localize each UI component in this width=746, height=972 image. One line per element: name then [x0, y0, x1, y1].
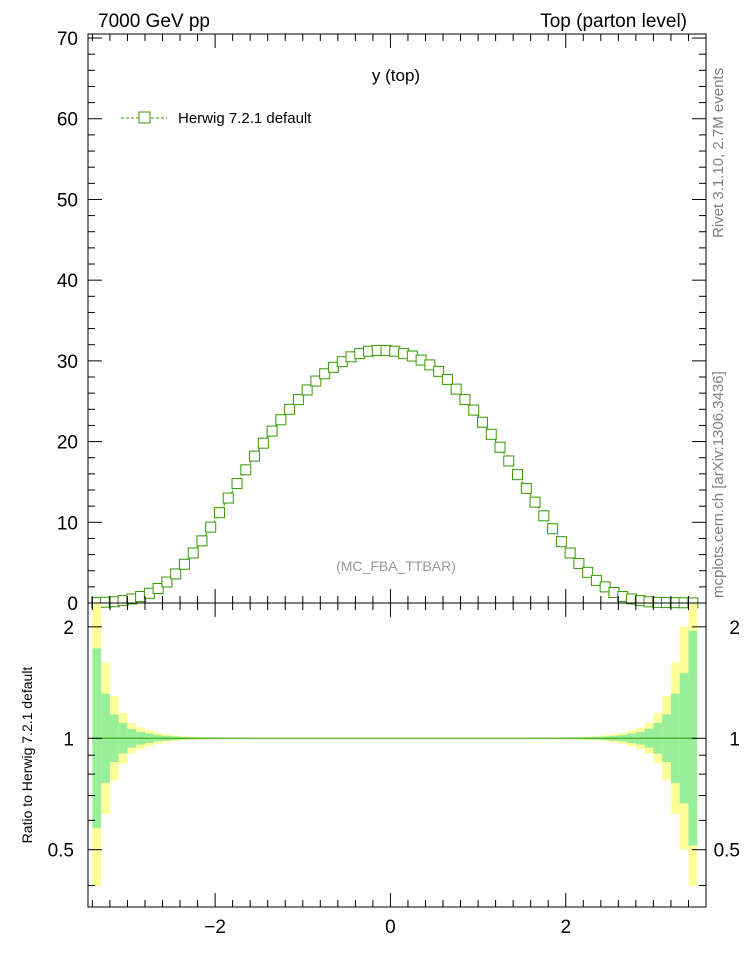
main-y-tick-label: 20	[57, 433, 78, 454]
main-y-tick-label: 0	[67, 594, 78, 615]
rivet-version-label: Rivet 3.1.10, 2.7M events	[710, 68, 727, 238]
data-point-marker	[161, 576, 173, 588]
legend-label: Herwig 7.2.1 default	[178, 110, 312, 127]
data-point-marker	[433, 365, 445, 377]
ratio-y-tick-label-right: 0.5	[714, 841, 740, 862]
header-process-label: Top (parton level)	[540, 11, 687, 32]
data-point-marker	[538, 510, 550, 522]
ratio-y-tick-label-left: 1	[63, 729, 74, 750]
ratio-y-tick-label-right: 1	[729, 729, 740, 750]
x-tick-label: 2	[560, 917, 571, 938]
data-point-marker	[468, 404, 480, 416]
data-point-marker	[301, 384, 313, 396]
data-point-marker	[564, 547, 576, 559]
data-point-marker	[178, 558, 190, 570]
data-point-marker	[503, 455, 515, 467]
data-point-marker	[476, 416, 488, 428]
ratio-y-axis-label: Ratio to Herwig 7.2.1 default	[19, 667, 35, 844]
data-point-marker	[222, 492, 234, 504]
data-point-marker	[275, 414, 287, 426]
x-tick-label: 0	[385, 917, 396, 938]
ratio-axis-ticks	[88, 603, 706, 907]
data-point-marker	[319, 368, 331, 380]
data-point-marker	[599, 581, 611, 593]
source-label: mcplots.cern.ch [arXiv:1306.3436]	[710, 371, 727, 598]
data-point-marker	[582, 566, 594, 578]
data-point-marker	[512, 469, 524, 481]
data-point-marker	[485, 428, 497, 440]
data-point-marker	[547, 523, 559, 535]
data-point-marker	[590, 574, 602, 586]
data-point-marker	[292, 394, 304, 406]
legend-marker-swatch	[138, 111, 151, 124]
main-y-tick-label: 30	[57, 352, 78, 373]
ratio-tick-labels: 0.5 0.5 1 1 2 2 −2 0 2	[48, 618, 740, 938]
main-panel: 0 10 20 30 40 50 60 70 y (top) (MC_FBA_TTBAR) H…	[57, 29, 707, 615]
data-point-marker	[196, 535, 208, 547]
analysis-watermark: (MC_FBA_TTBAR)	[336, 558, 456, 574]
data-point-marker	[231, 478, 243, 490]
data-point-marker	[555, 536, 567, 548]
header-energy-label: 7000 GeV pp	[98, 11, 210, 32]
plot-title: y (top)	[372, 66, 420, 85]
main-tick-labels: 0 10 20 30 40 50 60 70	[57, 29, 78, 615]
main-y-tick-label: 70	[57, 29, 78, 50]
data-point-marker	[529, 496, 541, 508]
data-point-marker	[187, 547, 199, 559]
data-point-marker	[459, 394, 471, 406]
data-point-marker	[520, 482, 532, 494]
x-tick-label: −2	[204, 917, 226, 938]
data-point-marker	[257, 437, 269, 449]
data-point-marker	[450, 383, 462, 395]
data-point-marker	[310, 375, 322, 387]
data-point-marker	[152, 582, 164, 594]
ratio-panel: 0.5 0.5 1 1 2 2 −2 0 2 Ratio to Herwig 7.2.1 def…	[19, 602, 740, 938]
ratio-y-tick-label-left: 2	[63, 618, 74, 639]
main-y-tick-label: 50	[57, 190, 78, 211]
data-point-marker	[249, 450, 261, 462]
data-point-marker	[266, 425, 278, 437]
main-y-tick-label: 40	[57, 271, 78, 292]
data-point-marker	[240, 464, 252, 476]
data-point-marker	[170, 568, 182, 580]
main-y-tick-label: 60	[57, 110, 78, 131]
data-point-marker	[573, 557, 585, 569]
legend: Herwig 7.2.1 default	[121, 110, 312, 127]
ratio-band-outer-layer	[92, 603, 698, 886]
data-point-marker	[213, 507, 225, 519]
data-point-marker	[205, 521, 217, 533]
data-point-marker	[424, 359, 436, 371]
ratio-y-tick-label-left: 0.5	[48, 841, 74, 862]
ratio-frame	[87, 602, 707, 908]
data-point-marker	[327, 361, 339, 373]
ratio-y-tick-label-right: 2	[729, 618, 740, 639]
data-point-marker	[494, 441, 506, 453]
main-axis-ticks	[88, 34, 706, 604]
data-point-marker	[284, 403, 296, 415]
data-point-marker	[441, 373, 453, 385]
main-y-tick-label: 10	[57, 513, 78, 534]
